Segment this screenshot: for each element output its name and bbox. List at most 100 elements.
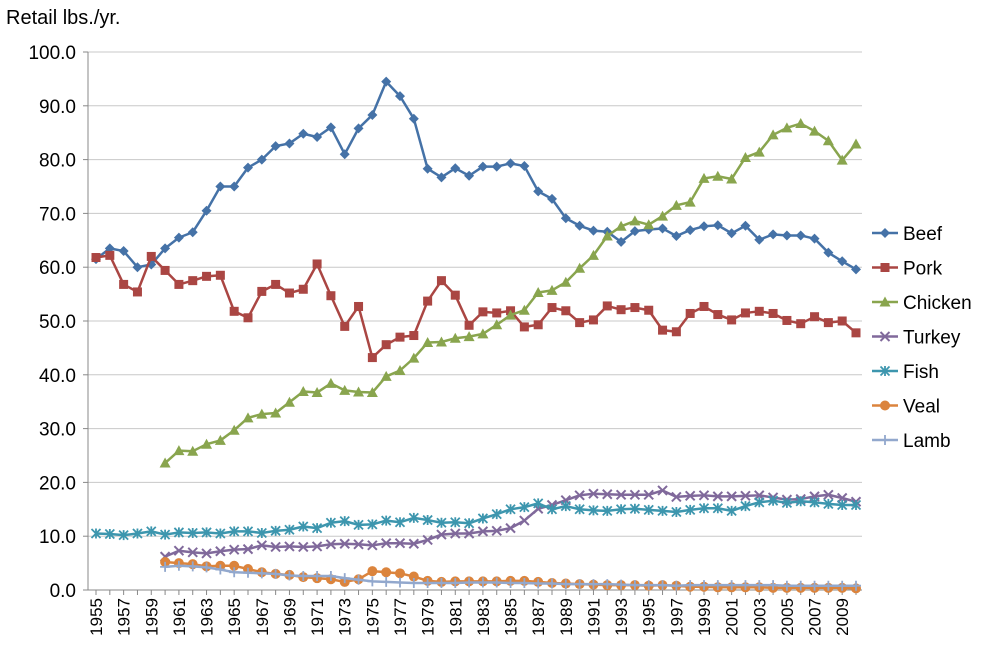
lamb-point	[477, 577, 488, 588]
turkey-point	[228, 544, 240, 555]
fish-point	[201, 527, 212, 538]
legend-label: Turkey	[903, 328, 961, 349]
lamb-point	[699, 580, 709, 591]
pork-point	[810, 312, 820, 322]
veal-point	[395, 568, 405, 579]
turkey-point	[615, 489, 627, 500]
beef-point	[464, 170, 475, 181]
chicken-line	[164, 122, 857, 464]
lamb-point	[450, 578, 461, 589]
lamb-point	[795, 580, 806, 591]
y-tick-label: 70.0	[39, 204, 76, 225]
turkey-point	[284, 541, 295, 552]
veal-point	[367, 566, 378, 577]
chicken-point	[809, 125, 821, 136]
pork-point	[616, 305, 626, 315]
y-axis-title: Retail lbs./yr.	[6, 7, 120, 29]
lamb-point	[325, 571, 336, 582]
lamb-point	[201, 562, 212, 573]
x-tick-labels: 1955 1957 1959 1961 1963 1965 1967 1969 1971 1973…	[87, 598, 852, 636]
fish-point	[173, 527, 185, 538]
lamb-point	[726, 580, 737, 591]
turkey-point	[602, 489, 613, 500]
fish-point	[685, 504, 696, 515]
chicken-point	[449, 332, 461, 343]
fish-point	[146, 526, 157, 537]
chicken-point	[283, 396, 295, 407]
pork-point	[450, 290, 460, 300]
fish-point	[325, 517, 337, 528]
turkey-line	[164, 489, 857, 558]
turkey-point	[450, 528, 461, 539]
fish-point	[408, 512, 419, 524]
turkey-point	[256, 540, 268, 551]
pork-point	[132, 287, 142, 297]
fish-point	[588, 505, 599, 516]
y-tick-label: 20.0	[39, 473, 76, 494]
fish-point	[781, 497, 793, 508]
legend-item-chicken: Chicken	[872, 293, 972, 314]
fish-point	[726, 505, 737, 517]
fish-point	[284, 524, 295, 535]
y-tick-label: 50.0	[39, 312, 76, 333]
x-tick-label: 1981	[446, 598, 465, 636]
turkey-point	[380, 537, 392, 549]
lamb-point	[270, 568, 281, 579]
lamb-point	[629, 580, 640, 591]
turkey-point	[422, 534, 433, 546]
fish-point	[602, 505, 613, 517]
fish-line	[95, 499, 856, 537]
chicken-point	[463, 331, 475, 342]
beef-point	[795, 230, 806, 241]
pork-point	[602, 301, 612, 311]
x-tick-label: 1993	[612, 598, 631, 636]
lamb-point	[560, 579, 571, 590]
beef-point	[491, 161, 502, 172]
x-tick-label: 1985	[502, 598, 521, 636]
pork-point	[202, 271, 212, 281]
beef-point	[173, 232, 184, 243]
lamb-point	[215, 564, 226, 575]
legend-item-pork: Pork	[872, 259, 943, 280]
beef-point	[837, 256, 848, 267]
pork-point	[699, 301, 709, 311]
turkey-point	[574, 490, 585, 501]
chicken-point	[698, 172, 710, 183]
fish-point	[90, 528, 102, 539]
y-tick-label: 90.0	[39, 97, 76, 118]
turkey-point	[505, 522, 516, 534]
lamb-point	[256, 568, 267, 579]
turkey-point	[740, 490, 751, 502]
beef-point	[339, 149, 350, 160]
beef-point	[256, 154, 267, 165]
beef-point	[408, 113, 419, 124]
y-tick-label: 100.0	[28, 43, 76, 64]
lamb-point	[339, 573, 350, 584]
fish-point	[381, 515, 392, 526]
turkey-point	[671, 491, 682, 503]
fish-point	[477, 513, 489, 524]
legend-item-veal: Veal	[872, 397, 940, 418]
beef-point	[671, 230, 682, 241]
legend-swatch-marker	[879, 296, 891, 307]
turkey-point	[325, 539, 337, 550]
pork-point	[271, 279, 281, 289]
chicken-point	[684, 196, 696, 207]
x-tick-label: 1969	[280, 598, 299, 636]
x-tick-label: 2009	[833, 598, 852, 636]
pork-point	[851, 328, 861, 338]
turkey-point	[201, 548, 212, 559]
chicken-point	[477, 328, 489, 339]
fish-point	[629, 503, 641, 514]
legend-label: Beef	[903, 224, 943, 245]
lamb-point	[657, 580, 668, 591]
beef-point	[505, 158, 516, 169]
lamb-point	[353, 574, 364, 585]
fish-point	[671, 506, 682, 518]
chicken-point	[297, 385, 309, 396]
turkey-point	[629, 489, 641, 500]
lamb-point	[574, 579, 585, 590]
y-tick-label: 40.0	[39, 366, 76, 387]
lamb-point	[505, 578, 516, 589]
fish-point	[615, 504, 627, 515]
